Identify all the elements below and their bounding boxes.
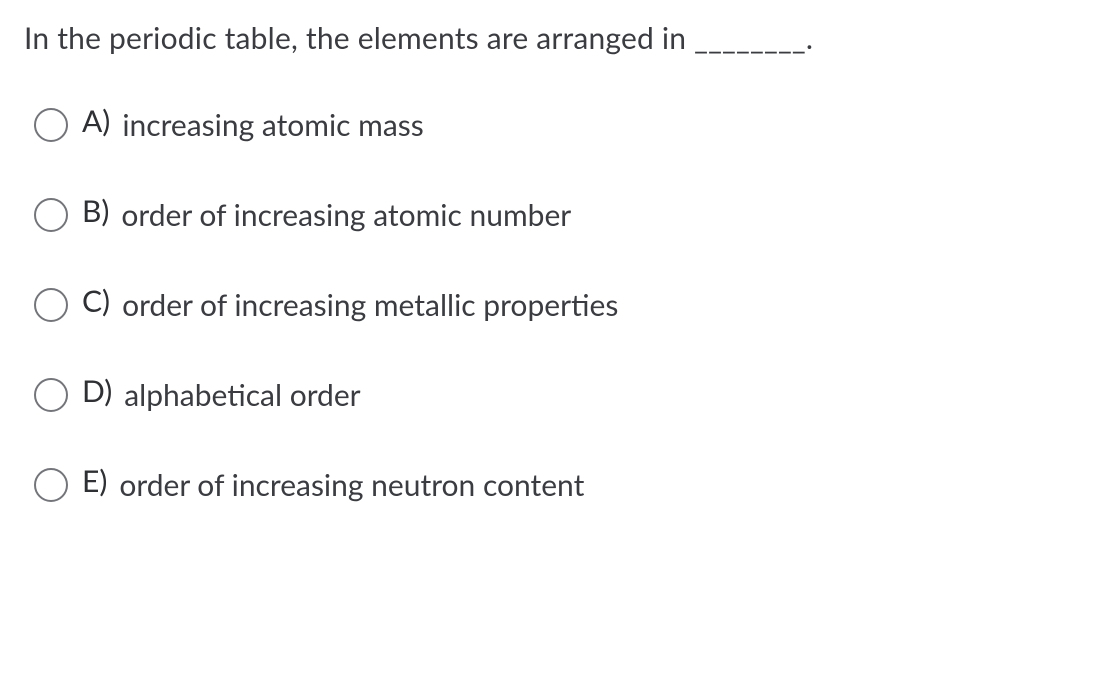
radio-icon[interactable] xyxy=(34,288,68,322)
option-text: alphabetical order xyxy=(124,377,360,413)
option-label: D) alphabetical order xyxy=(82,377,361,413)
quiz-container: In the periodic table, the elements are … xyxy=(0,0,1100,503)
options-list: A) increasing atomic mass B) order of in… xyxy=(24,107,1076,503)
option-text: order of increasing neutron content xyxy=(119,467,584,503)
option-label: E) order of increasing neutron content xyxy=(82,467,584,503)
option-letter: E) xyxy=(82,463,107,499)
option-row-a[interactable]: A) increasing atomic mass xyxy=(34,107,1076,143)
radio-icon[interactable] xyxy=(34,378,68,412)
option-label: B) order of increasing atomic number xyxy=(82,197,571,233)
radio-icon[interactable] xyxy=(34,108,68,142)
option-letter: A) xyxy=(82,103,110,139)
option-text: increasing atomic mass xyxy=(122,107,423,143)
option-label: C) order of increasing metallic properti… xyxy=(82,287,618,323)
option-letter: D) xyxy=(82,373,112,409)
option-text: order of increasing metallic properties xyxy=(122,287,618,323)
option-label: A) increasing atomic mass xyxy=(82,107,424,143)
option-row-d[interactable]: D) alphabetical order xyxy=(34,377,1076,413)
option-letter: B) xyxy=(82,193,109,229)
option-letter: C) xyxy=(82,283,110,319)
radio-icon[interactable] xyxy=(34,468,68,502)
option-text: order of increasing atomic number xyxy=(121,197,571,233)
question-stem: In the periodic table, the elements are … xyxy=(24,18,1076,59)
option-row-c[interactable]: C) order of increasing metallic properti… xyxy=(34,287,1076,323)
option-row-b[interactable]: B) order of increasing atomic number xyxy=(34,197,1076,233)
radio-icon[interactable] xyxy=(34,198,68,232)
option-row-e[interactable]: E) order of increasing neutron content xyxy=(34,467,1076,503)
